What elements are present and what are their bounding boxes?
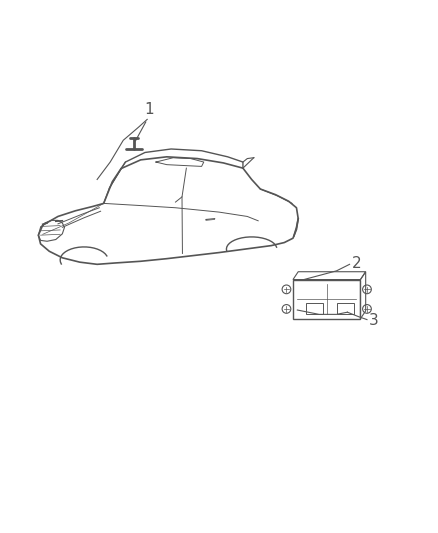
- Text: 3: 3: [369, 313, 379, 328]
- Text: 2: 2: [352, 255, 361, 271]
- Text: 1: 1: [145, 102, 154, 117]
